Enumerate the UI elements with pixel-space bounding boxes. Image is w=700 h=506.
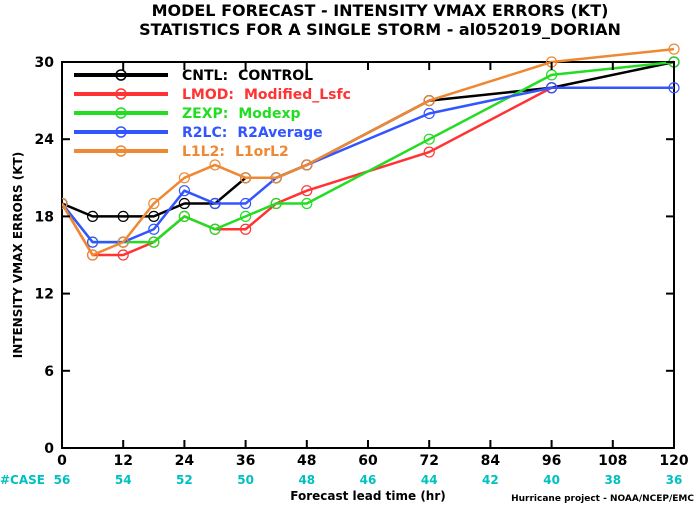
data-point-r2average xyxy=(545,82,558,94)
legend-name: Modexp xyxy=(238,106,300,122)
x-tick-label: 24 xyxy=(175,453,195,469)
case-count-value: 48 xyxy=(298,473,315,487)
legend-code: R2LC: xyxy=(182,125,227,141)
legend-swatch-marker xyxy=(115,126,127,138)
data-point-modified-lsfc xyxy=(117,249,129,261)
data-point-l1orl2 xyxy=(668,43,680,55)
credit-text: Hurricane project - NOAA/NCEP/EMC xyxy=(511,494,694,504)
x-tick-label: 60 xyxy=(358,453,378,469)
series-r2average xyxy=(62,82,680,248)
case-count-row: 56 54 52 50 48 46 44 42 40 38 36 xyxy=(54,473,683,487)
y-axis-label: INTENSITY VMAX ERRORS (KT) xyxy=(11,152,25,358)
data-point-modexp xyxy=(301,197,313,210)
y-tick-label: 30 xyxy=(35,55,55,71)
y-tick-label: 0 xyxy=(44,441,54,457)
legend-name: CONTROL xyxy=(238,68,313,84)
data-point-modexp xyxy=(209,223,221,235)
data-point-modexp xyxy=(423,133,435,145)
data-point-control xyxy=(178,197,190,210)
data-point-l1orl2 xyxy=(423,94,435,107)
series-l1orl2 xyxy=(62,43,680,261)
x-tick-label: 120 xyxy=(659,453,688,469)
x-tick-label: 108 xyxy=(598,453,627,469)
data-point-r2average xyxy=(668,82,680,94)
legend-item-modexp: ZEXP: Modexp xyxy=(74,106,301,122)
data-point-r2average xyxy=(178,185,190,197)
series-modified-lsfc xyxy=(62,82,558,261)
x-tick-label: 48 xyxy=(297,453,316,469)
x-tick-label: 84 xyxy=(481,453,501,469)
data-point-l1orl2 xyxy=(86,249,99,261)
legend-name: R2Average xyxy=(237,125,322,141)
data-point-modified-lsfc xyxy=(301,185,313,197)
series-line-r2average xyxy=(62,86,674,244)
data-point-control xyxy=(117,210,129,222)
x-axis-label: Forecast lead time (hr) xyxy=(290,489,446,503)
y-tick-label: 18 xyxy=(35,209,54,225)
case-count-value: 44 xyxy=(421,473,438,487)
x-tick-label: 36 xyxy=(236,453,255,469)
case-count-value: 40 xyxy=(543,473,560,487)
legend-code: ZEXP: xyxy=(182,106,228,122)
legend-code: LMOD: xyxy=(182,87,234,103)
y-tick-label: 12 xyxy=(35,287,54,303)
data-point-modified-lsfc xyxy=(240,223,252,235)
x-tick-label: 96 xyxy=(542,453,561,469)
axis-layer: 0 12 24 36 48 60 72 84 96 108 120 0 6 12 18 24 30 xyxy=(35,55,689,469)
legend-code: CNTL: xyxy=(182,68,228,84)
legend-name: Modified_Lsfc xyxy=(244,87,351,103)
data-point-modified-lsfc xyxy=(423,146,435,158)
legend-item-modified-lsfc: LMOD: Modified_Lsfc xyxy=(74,87,351,103)
case-count-value: 36 xyxy=(666,473,683,487)
case-count-value: 46 xyxy=(360,473,377,487)
data-point-l1orl2 xyxy=(209,159,221,171)
y-tick-label: 24 xyxy=(35,132,55,148)
data-point-modexp xyxy=(178,210,190,222)
case-count-value: 42 xyxy=(482,473,499,487)
data-point-r2average xyxy=(148,223,160,235)
data-point-modexp xyxy=(240,210,252,222)
data-point-r2average xyxy=(86,236,99,248)
data-point-modexp xyxy=(148,236,160,248)
data-point-r2average xyxy=(240,197,252,210)
data-point-l1orl2 xyxy=(117,236,129,248)
case-count-value: 56 xyxy=(54,473,71,487)
x-tick-label: 0 xyxy=(57,453,67,469)
legend-item-r2average: R2LC: R2Average xyxy=(74,125,323,141)
data-point-modexp xyxy=(270,197,282,210)
data-point-l1orl2 xyxy=(301,159,313,171)
legend-swatch-marker xyxy=(115,88,127,100)
data-point-control xyxy=(86,210,99,222)
data-point-control xyxy=(148,210,160,222)
case-count-value: 38 xyxy=(604,473,621,487)
legend-code: L1L2: xyxy=(182,144,225,160)
legend-name: L1orL2 xyxy=(235,144,289,160)
chart-title: MODEL FORECAST - INTENSITY VMAX ERRORS (… xyxy=(152,1,609,20)
case-count-value: 50 xyxy=(237,473,254,487)
legend-swatch-marker xyxy=(115,69,127,81)
plot-frame xyxy=(61,61,675,449)
y-tick-label: 6 xyxy=(44,364,54,380)
data-point-r2average xyxy=(209,197,221,210)
data-point-l1orl2 xyxy=(178,172,190,184)
chart-subtitle: STATISTICS FOR A SINGLE STORM - al052019… xyxy=(139,20,621,39)
data-point-r2average xyxy=(423,107,435,120)
case-count-value: 54 xyxy=(115,473,132,487)
case-count-label: #CASE xyxy=(0,473,45,487)
x-tick-label: 12 xyxy=(113,453,132,469)
data-point-l1orl2 xyxy=(240,172,252,184)
data-point-l1orl2 xyxy=(62,197,68,210)
case-count-value: 52 xyxy=(176,473,193,487)
data-point-l1orl2 xyxy=(270,172,282,184)
legend-swatch-marker xyxy=(115,107,127,119)
legend-item-l1orl2: L1L2: L1orL2 xyxy=(74,144,289,160)
legend-item-control: CNTL: CONTROL xyxy=(74,68,313,84)
series-layer xyxy=(62,43,680,261)
legend-swatch-marker xyxy=(115,145,127,157)
data-point-l1orl2 xyxy=(148,197,160,210)
x-tick-label: 72 xyxy=(419,453,438,469)
